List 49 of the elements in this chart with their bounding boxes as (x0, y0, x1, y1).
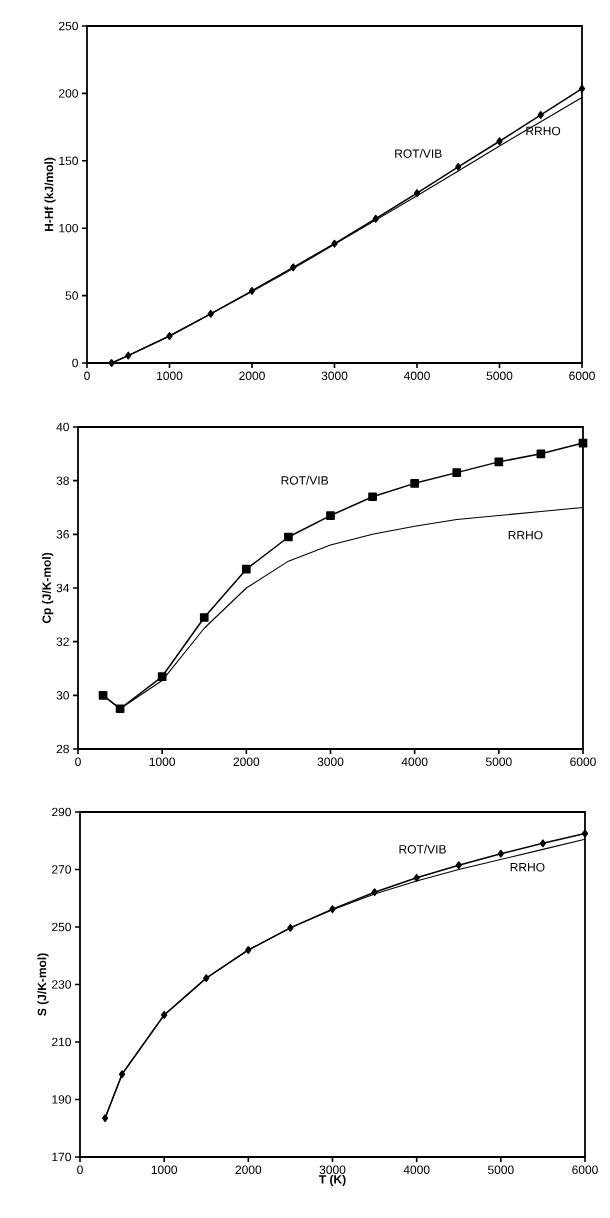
series-label: RRHO (526, 126, 561, 136)
y-tick-label: 250 (59, 21, 78, 31)
x-tick-label: 3000 (317, 757, 344, 767)
y-axis-title: S (J/K-mol) (37, 953, 49, 1016)
y-tick-label: 32 (56, 637, 69, 646)
x-tick-label: 4000 (403, 371, 430, 381)
y-tick-label: 270 (52, 865, 71, 874)
y-tick-label: 40 (56, 422, 69, 432)
x-tick-label: 1000 (151, 1165, 178, 1175)
y-tick-label: 150 (59, 156, 78, 166)
x-axis-title: T (K) (318, 1174, 346, 1187)
x-tick-label: 2000 (233, 757, 260, 767)
x-tick-label: 1000 (149, 757, 176, 767)
series-label: ROT/VIB (399, 844, 446, 854)
y-axis-title: Cp (J/K-mol) (42, 552, 54, 624)
text: ROT/VIB (281, 475, 329, 485)
y-tick-label: 250 (52, 922, 71, 932)
x-tick-label: 5000 (487, 1165, 514, 1175)
x-tick-label: 6000 (572, 1165, 598, 1175)
y-tick-label: 34 (56, 583, 70, 593)
y-tick-label: 190 (52, 1095, 71, 1104)
x-tick-label: 2000 (235, 1165, 262, 1175)
x-tick-label: 0 (84, 371, 90, 381)
series-label: ROT/VIB (395, 149, 442, 158)
x-tick-label: 5000 (485, 757, 512, 767)
y-tick-label: 30 (56, 691, 69, 700)
series-label: RRHO (510, 862, 545, 872)
x-tick-label: 4000 (401, 757, 428, 767)
y-tick-label: 0 (72, 358, 78, 368)
x-tick-label: 3000 (319, 1165, 346, 1175)
y-tick-label: 100 (59, 223, 78, 233)
y-tick-label: 230 (52, 980, 71, 989)
x-tick-label: 4000 (403, 1165, 430, 1175)
x-tick-label: 2000 (239, 371, 265, 381)
y-tick-label: 28 (56, 744, 69, 754)
y-tick-label: 170 (52, 1152, 71, 1162)
y-tick-label: 50 (65, 291, 78, 300)
x-tick-label: 5000 (486, 371, 513, 381)
y-tick-label: 290 (52, 807, 71, 817)
y-tick-label: 210 (52, 1037, 71, 1047)
y-tick-label: 200 (59, 89, 78, 98)
series-label: RRHO (508, 530, 543, 540)
x-tick-label: 3000 (321, 371, 348, 381)
x-tick-label: 6000 (570, 757, 596, 767)
x-tick-label: 6000 (569, 371, 595, 381)
y-tick-label: 36 (56, 530, 69, 539)
x-tick-label: 1000 (157, 371, 183, 381)
y-tick-label: 38 (56, 476, 69, 485)
y-axis-title: H-Hf (kJ/mol) (44, 157, 56, 232)
